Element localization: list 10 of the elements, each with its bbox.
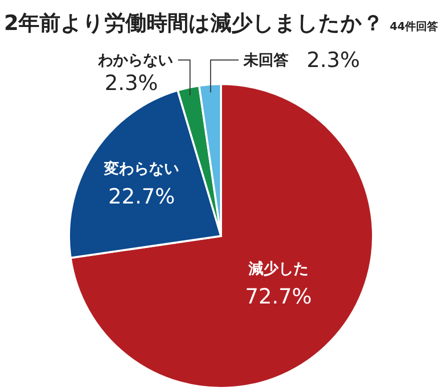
value: 22.7% [108, 184, 175, 208]
value: 2.3% [104, 71, 158, 95]
subtitle: 44件回答 [390, 20, 438, 33]
label: わからない [98, 51, 174, 69]
label: 減少した [248, 260, 308, 278]
label: 未回答 [244, 51, 289, 69]
value: 2.3% [306, 48, 360, 72]
value: 72.7% [245, 284, 312, 309]
title: 2年前より労働時間は減少しましたか？ [4, 11, 384, 35]
label: 変わらない [104, 159, 180, 178]
